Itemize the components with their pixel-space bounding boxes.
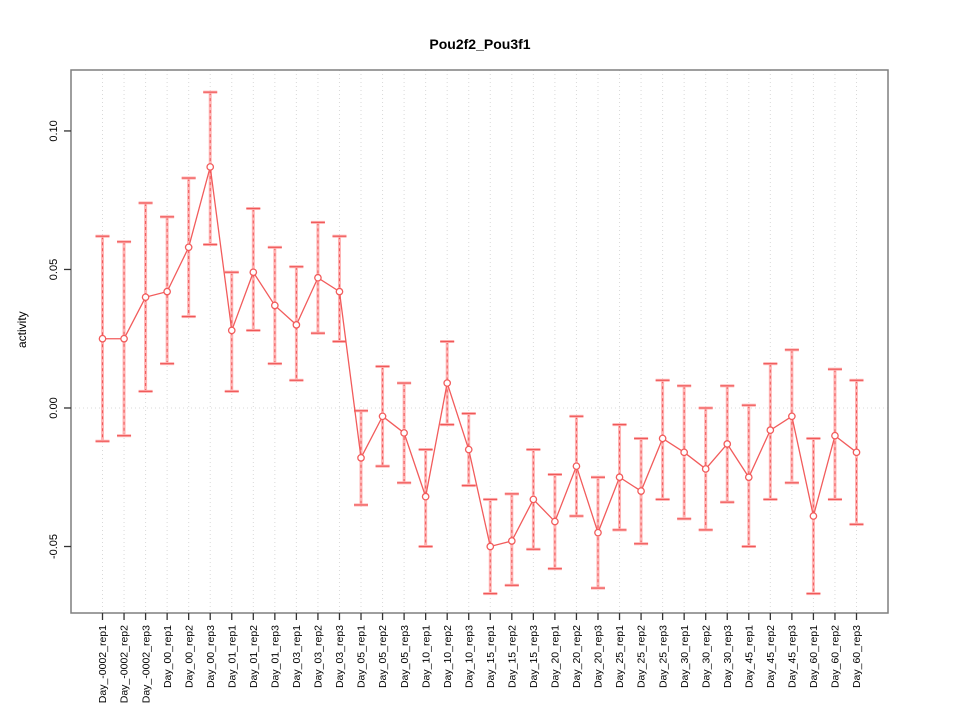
x-tick-label: Day_05_rep3 [399,625,411,688]
data-point [249,268,258,277]
data-point [120,334,128,343]
data-point [98,334,107,343]
x-tick-label: Day_05_rep1 [356,625,368,688]
data-point [701,465,710,473]
x-tick-label: Day_00_rep3 [205,625,217,688]
x-tick-label: Day_-0002_rep1 [97,625,109,703]
x-tick-label: Day_25_rep1 [614,625,626,688]
data-point [443,379,452,387]
x-tick-label: Day_45_rep2 [765,625,777,688]
data-point [637,487,645,495]
series-line [102,166,857,548]
x-tick-label: Day_03_rep1 [291,625,303,688]
x-tick-label: Day_20_rep1 [550,625,562,688]
x-tick-label: Day_-0002_rep3 [140,625,152,703]
x-tick-label: Day_20_rep2 [571,625,583,688]
data-point [227,326,236,335]
x-tick-label: Day_05_rep2 [377,625,389,688]
x-tick-label: Day_01_rep3 [270,625,282,688]
data-point [831,431,839,440]
data-point [680,448,689,457]
data-point [572,462,581,471]
x-tick-label: Day_30_rep1 [679,625,691,688]
x-tick-label: Day_03_rep3 [334,625,346,688]
plot-frame [70,69,889,614]
y-tick-label: 0.05 [48,259,60,280]
x-tick-label: Day_01_rep2 [248,625,260,688]
data-point [400,429,408,437]
x-tick-label: Day_30_rep3 [722,625,734,688]
data-point [529,495,538,504]
x-tick-label: Day_15_rep1 [485,625,497,688]
data-point [551,517,559,526]
data-point [206,163,215,171]
y-tick-label: 0.10 [48,120,60,141]
x-tick-label: Day_03_rep2 [313,625,325,688]
data-point [270,301,279,310]
x-tick-label: Day_60_rep1 [808,625,820,688]
y-tick-label: 0.00 [48,397,60,418]
data-point [357,454,365,462]
x-tick-label: Day_45_rep1 [743,625,755,688]
x-tick-label: Day_45_rep3 [787,625,799,688]
x-tick-label: Day_00_rep2 [183,625,195,688]
x-tick-label: Day_25_rep3 [657,625,669,688]
chart-title: Pou2f2_Pou3f1 [429,36,531,52]
x-tick-label: Day_20_rep3 [593,625,605,688]
x-tick-label: Day_10_rep2 [442,625,454,688]
data-point [141,293,150,302]
data-point [744,473,753,482]
x-tick-label: Day_-0002_rep2 [119,625,131,703]
data-point [486,542,495,551]
data-point [766,426,775,435]
x-tick-label: Day_10_rep1 [420,625,432,688]
data-point [314,273,322,282]
x-tick-label: Day_01_rep1 [226,625,238,688]
x-tick-label: Day_10_rep3 [463,625,475,688]
data-point [615,473,624,482]
data-point [594,528,602,537]
data-point [723,440,732,448]
data-point [335,287,344,296]
data-point [507,537,516,545]
data-point [184,243,193,252]
x-tick-label: Day_15_rep3 [528,625,540,688]
data-point [788,412,796,421]
data-point [809,512,818,520]
data-point [464,445,473,454]
x-tick-label: Day_00_rep1 [162,625,174,688]
data-point [378,412,387,421]
data-point [292,321,301,329]
data-point [658,434,667,443]
x-tick-label: Day_30_rep2 [700,625,712,688]
data-point [421,492,430,501]
data-point [163,287,171,296]
x-tick-label: Day_25_rep2 [636,625,648,688]
x-tick-label: Day_15_rep2 [506,625,518,688]
y-tick-label: -0.05 [48,534,60,559]
x-tick-label: Day_60_rep3 [851,625,863,688]
x-tick-label: Day_60_rep2 [830,625,842,688]
data-point [852,448,861,457]
